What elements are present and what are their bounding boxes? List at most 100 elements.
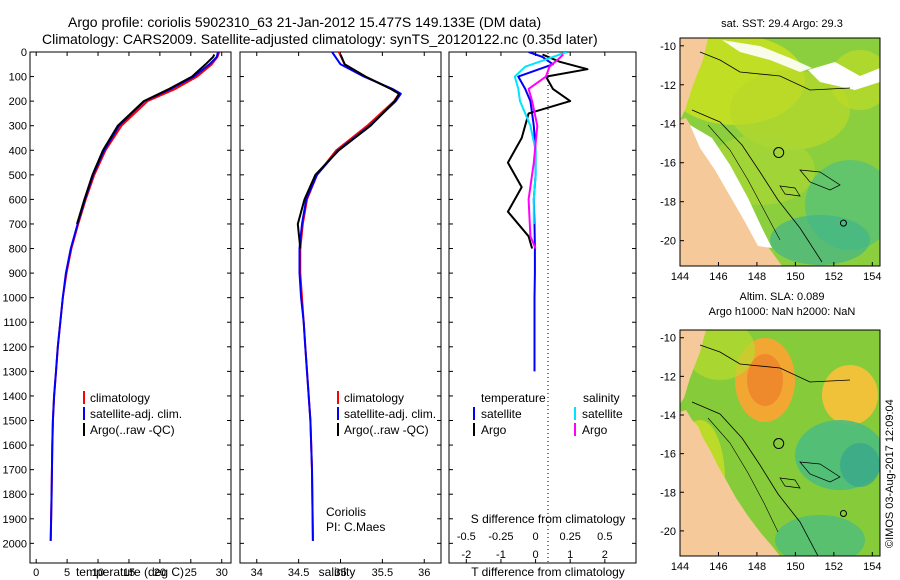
temperature-axes — [29, 51, 232, 564]
sla-map-ticks: 144 146 148 150 152 154 -10 -12 -14 -16 -18 -20 — [660, 333, 881, 573]
map-lon-label: 150 — [786, 271, 804, 283]
s-diff-tick-label: -0.5 — [457, 531, 476, 543]
salinity-x-ticks: 34 34.5 35 35.5 36 — [251, 52, 430, 579]
legend-label-sal-argo: Argo — [582, 423, 608, 437]
depth-tick-label: 1300 — [3, 366, 27, 378]
figure-title-line1: Argo profile: coriolis 5902310_63 21-Jan… — [68, 14, 541, 30]
temperature-panel: 0100200300400500600700800900100011001200… — [3, 47, 232, 579]
map-lon-label: 150 — [786, 561, 804, 573]
map-lon-label: 146 — [709, 561, 727, 573]
difference-series — [506, 52, 589, 372]
map-lat-label: -18 — [660, 487, 676, 499]
temperature-xlabel: temperature (deg C) — [76, 565, 184, 579]
t-diff-tick-label: -2 — [461, 549, 471, 561]
map-lon-label: 144 — [671, 561, 689, 573]
x-tick-label: 35 — [334, 567, 346, 579]
salinity-xlabel: salinity — [319, 565, 356, 579]
legend-title-temperature: temperature — [481, 391, 546, 405]
depth-ticks — [30, 51, 231, 544]
x-tick-label: 36 — [418, 567, 430, 579]
depth-tick-label: 600 — [9, 194, 27, 206]
temperature-series — [49, 52, 221, 541]
x-tick-label: 15 — [123, 567, 135, 579]
temperature-legend: climatology satellite-adj. clim. Argo(..… — [83, 391, 182, 437]
legend-label-temp-argo: Argo — [481, 423, 507, 437]
depth-tick-label: 400 — [9, 145, 27, 157]
legend-title-salinity: salinity — [583, 391, 620, 405]
depth-tick-label: 1900 — [3, 514, 27, 526]
t-diff-tick-label: 0 — [533, 549, 539, 561]
salinity-series — [296, 52, 402, 541]
sst-map-field — [680, 38, 880, 266]
legend-label-climatology: climatology — [90, 391, 150, 405]
s-diff-tick-label: -0.25 — [488, 531, 513, 543]
sst-map-ticks: 144 146 148 150 152 154 -10 -12 -14 -16 -18 -20 — [660, 41, 881, 283]
depth-tick-label: 1000 — [3, 293, 27, 305]
sla-map-title: Altim. SLA: 0.089 — [740, 291, 825, 303]
map-marker-argo — [773, 147, 785, 159]
difference-axes — [448, 51, 637, 564]
figure-title-line2: Climatology: CARS2009. Satellite-adjuste… — [42, 31, 598, 47]
legend-label-temp-satellite: satellite — [481, 407, 522, 421]
x-tick-label: 5 — [64, 567, 70, 579]
map-lat-label: -16 — [660, 449, 676, 461]
difference-legend: temperature salinity satellite Argo sate… — [473, 391, 623, 437]
depth-tick-label: 100 — [9, 72, 27, 84]
annotation-pi: PI: C.Maes — [326, 520, 385, 534]
depth-tick-label: 900 — [9, 268, 27, 280]
salinity-axes — [239, 51, 442, 564]
depth-tick-label: 500 — [9, 170, 27, 182]
depth-tick-label: 1500 — [3, 416, 27, 428]
legend-label-climatology: climatology — [344, 391, 404, 405]
map-lat-label: -20 — [660, 236, 676, 248]
depth-tick-label: 1100 — [3, 317, 27, 329]
series-line-salinity-argo — [527, 53, 564, 249]
sla-map-markers — [773, 438, 847, 518]
depth-tick-label: 1800 — [3, 489, 27, 501]
depth-tick-label: 1600 — [3, 440, 27, 452]
depth-tick-label: 1400 — [3, 391, 27, 403]
map-lat-label: -18 — [660, 197, 676, 209]
difference-x-ticks: -2 -1 0 1 2 -0.5 -0.25 0 0.25 0.5 — [457, 52, 612, 563]
x-tick-label: 0 — [33, 567, 39, 579]
x-tick-label: 35.5 — [372, 567, 393, 579]
map-lon-label: 154 — [863, 271, 881, 283]
map-lon-label: 144 — [671, 271, 689, 283]
t-diff-tick-label: 2 — [602, 549, 608, 561]
imos-stamp: ©IMOS 03-Aug-2017 12:09:04 — [884, 399, 896, 548]
map-lat-label: -20 — [660, 526, 676, 538]
map-marker-mooring — [839, 510, 847, 518]
sla-map-frame — [679, 329, 881, 557]
annotation-institution: Coriolis — [326, 505, 366, 519]
difference-panel: -2 -1 0 1 2 -0.5 -0.25 0 0.25 0.5 S difference fr… — [448, 51, 637, 579]
legend-label-satellite: satellite-adj. clim. — [344, 407, 436, 421]
map-marker-argo — [773, 438, 785, 450]
map-lat-label: -10 — [660, 41, 676, 53]
depth-tick-label: 700 — [9, 219, 27, 231]
map-lon-label: 148 — [748, 271, 766, 283]
t-difference-label: T difference from climatology — [471, 565, 625, 579]
x-tick-label: 20 — [154, 567, 166, 579]
t-diff-tick-label: 1 — [567, 549, 573, 561]
depth-ticks — [240, 51, 441, 544]
salinity-panel: 34 34.5 35 35.5 36 salinity climatology sate… — [239, 51, 442, 579]
map-lat-label: -12 — [660, 371, 676, 383]
x-tick-label: 34 — [251, 567, 263, 579]
legend-label-argo: Argo(..raw -QC) — [344, 423, 429, 437]
x-tick-label: 34.5 — [288, 567, 309, 579]
depth-tick-label: 2000 — [3, 538, 27, 550]
sla-map-field — [680, 330, 880, 556]
map-lat-label: -14 — [660, 410, 676, 422]
sla-map-panel: Altim. SLA: 0.089 Argo h1000: NaN h2000:… — [660, 291, 881, 573]
sst-map-panel: sat. SST: 29.4 Argo: 29.3 144 146 148 150 15… — [660, 18, 881, 283]
legend-label-sal-satellite: satellite — [582, 407, 623, 421]
map-lon-label: 154 — [863, 561, 881, 573]
depth-tick-label: 800 — [9, 244, 27, 256]
map-lon-label: 152 — [825, 271, 843, 283]
sla-map-subtitle: Argo h1000: NaN h2000: NaN — [709, 306, 856, 318]
map-marker-mooring — [839, 219, 847, 227]
s-diff-tick-label: 0.25 — [559, 531, 580, 543]
s-difference-label: S difference from climatology — [471, 512, 626, 526]
t-diff-tick-label: -1 — [496, 549, 506, 561]
